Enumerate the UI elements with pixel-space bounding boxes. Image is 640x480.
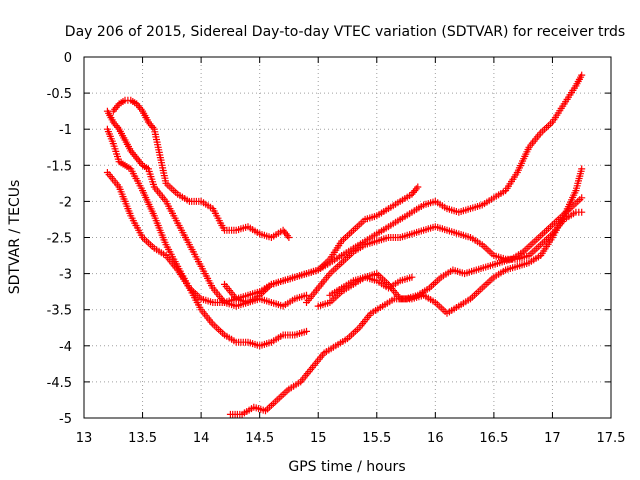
y-tick-label: -5 xyxy=(59,412,72,427)
plus-markers xyxy=(221,183,422,306)
plus-markers xyxy=(303,208,586,306)
series-track-h xyxy=(221,183,422,306)
series-track-e xyxy=(303,208,586,306)
y-tick-label: -0.5 xyxy=(47,87,72,102)
x-tick-label: 17 xyxy=(544,431,561,446)
data-points xyxy=(103,71,586,418)
y-tick-label: -2.5 xyxy=(47,232,72,247)
y-tick-label: -3.5 xyxy=(47,304,72,319)
series-track-b xyxy=(103,107,310,310)
plus-markers xyxy=(109,96,293,241)
series-track-g xyxy=(226,194,586,418)
grid-lines xyxy=(84,57,611,418)
y-tick-label: -3 xyxy=(59,268,72,283)
y-tick-label: -1 xyxy=(59,123,72,138)
x-tick-label: 17.5 xyxy=(597,431,626,446)
x-axis-label: GPS time / hours xyxy=(288,459,405,475)
x-tick-label: 16 xyxy=(427,431,444,446)
plus-markers xyxy=(326,273,416,299)
plus-markers xyxy=(314,165,586,317)
y-tick-labels: 0 -0.5 -1 -1.5 -2 -2.5 -3 -3.5 -4 -4.5 -5 xyxy=(47,51,72,427)
plus-markers xyxy=(226,194,586,418)
series-track-f xyxy=(314,165,586,317)
y-tick-label: -2 xyxy=(59,195,72,210)
chart-title: Day 206 of 2015, Sidereal Day-to-day VTE… xyxy=(65,24,625,40)
series-track-a xyxy=(109,96,293,241)
y-tick-label: -4 xyxy=(59,340,72,355)
x-tick-labels: 13 13.5 14 14.5 15 15.5 16 16.5 17 17.5 xyxy=(76,431,626,446)
x-tick-label: 13.5 xyxy=(128,431,157,446)
x-tick-label: 15.5 xyxy=(362,431,391,446)
y-tick-label: 0 xyxy=(64,51,72,66)
y-axis-label: SDTVAR / TECUs xyxy=(7,180,23,295)
x-tick-label: 16.5 xyxy=(479,431,508,446)
y-tick-label: -4.5 xyxy=(47,376,72,391)
x-tick-label: 14.5 xyxy=(245,431,274,446)
y-tick-label: -1.5 xyxy=(47,159,72,174)
plus-markers xyxy=(103,107,310,310)
axis-ticks xyxy=(83,56,612,419)
x-tick-label: 14 xyxy=(193,431,210,446)
x-tick-label: 13 xyxy=(76,431,93,446)
x-tick-label: 15 xyxy=(310,431,327,446)
series-track-i xyxy=(326,273,416,299)
